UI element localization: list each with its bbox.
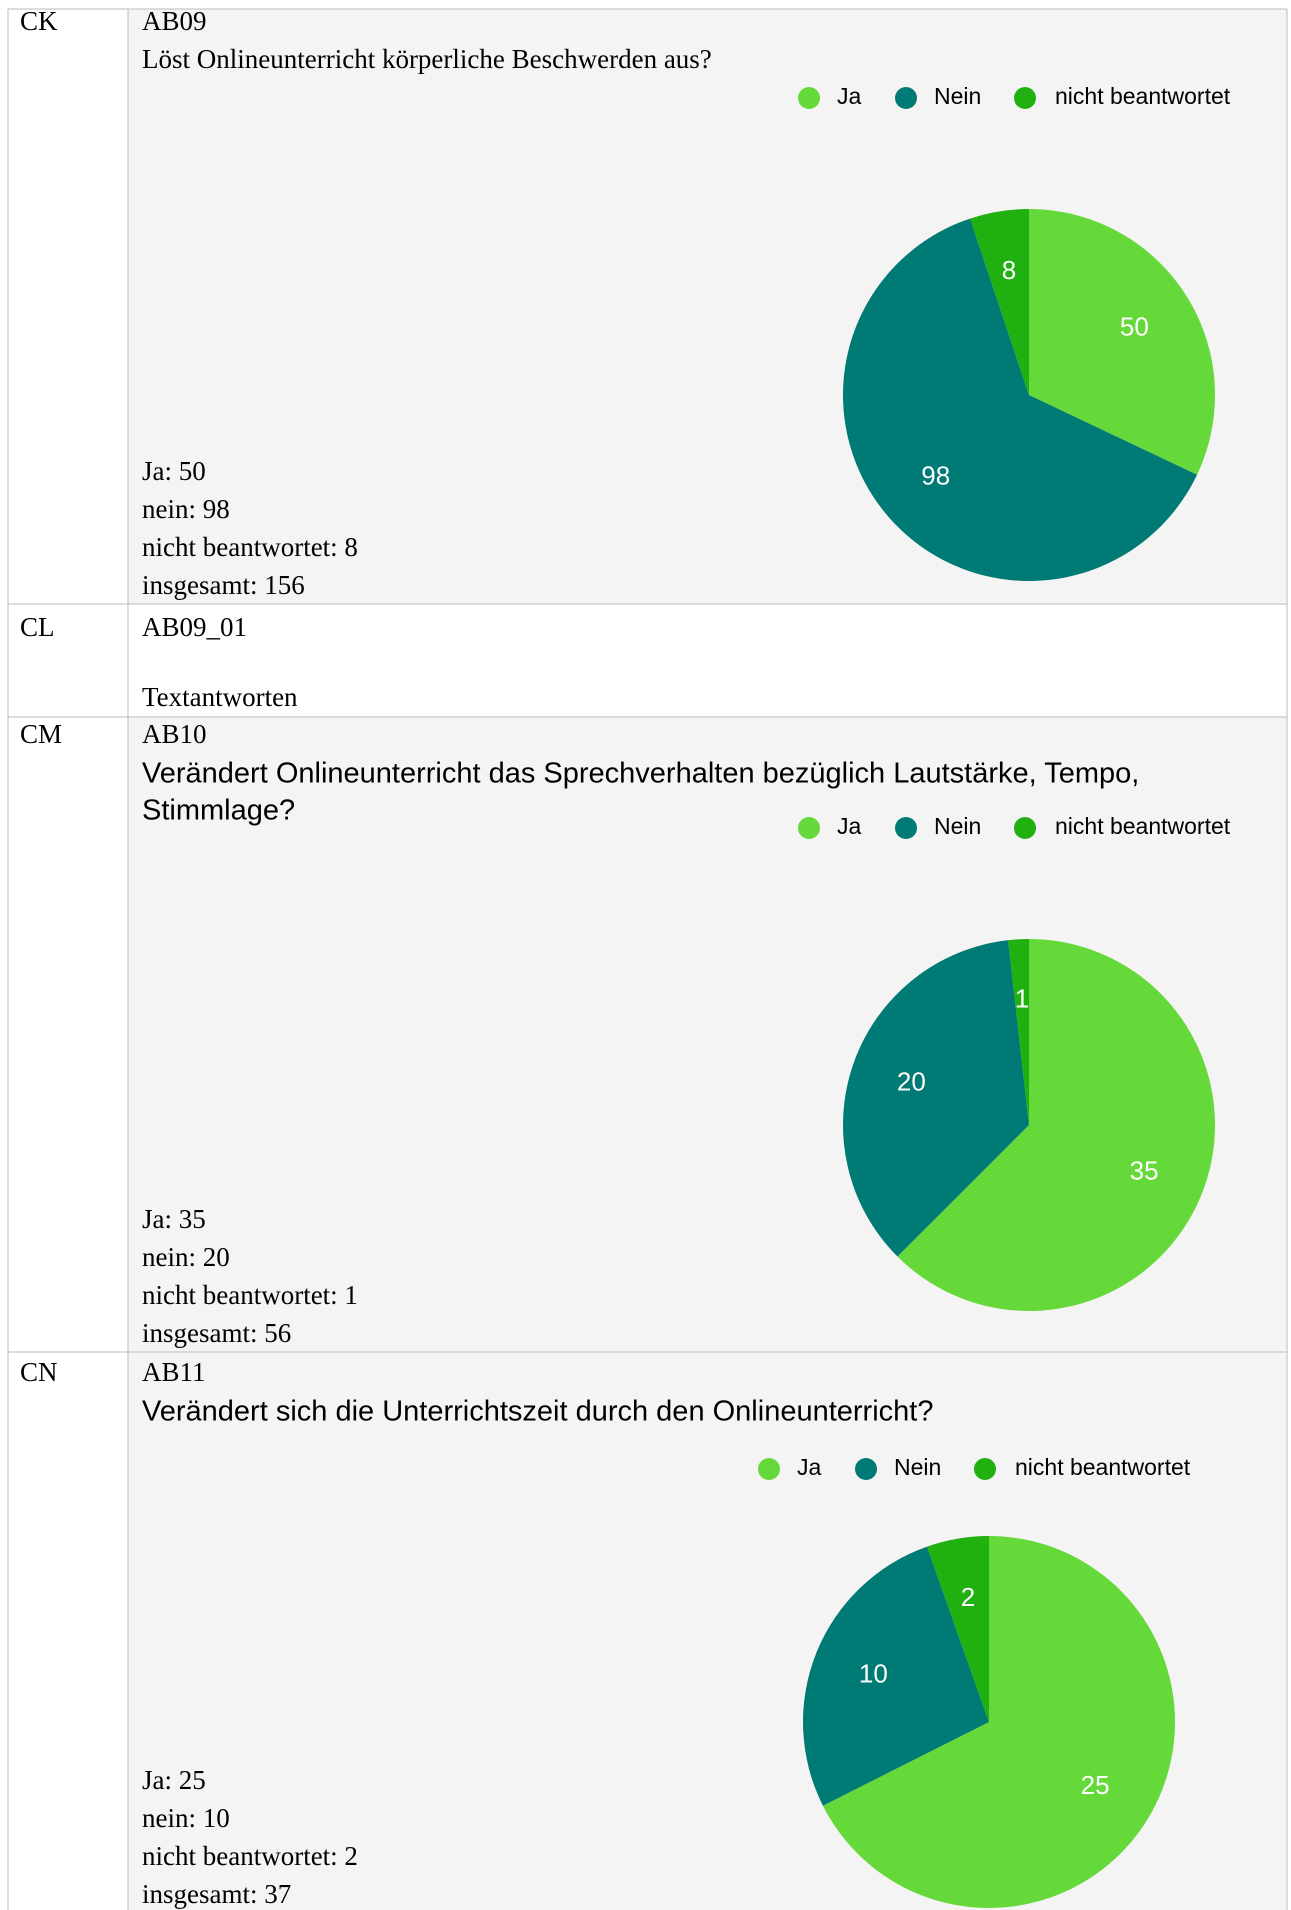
row-code: AB09 [142, 6, 207, 36]
slice-label: 20 [897, 1067, 926, 1097]
slice-label: 2 [961, 1582, 975, 1612]
stat-line: nicht beantwortet: 2 [142, 1841, 358, 1871]
row-id: CN [20, 1357, 58, 1387]
legend-label: Ja [797, 1454, 822, 1480]
pie-slice [927, 1536, 989, 1722]
stat-line: Ja: 50 [142, 456, 206, 486]
legend-dot [798, 87, 820, 109]
slice-label: 25 [1081, 1770, 1110, 1800]
pie-slice [802, 1546, 989, 1806]
row-note: Textantworten [142, 682, 298, 712]
legend-dot [974, 1458, 996, 1480]
legend-dot [895, 87, 917, 109]
legend-label: Nein [894, 1454, 941, 1480]
slice-label: 1 [1015, 983, 1029, 1013]
pie-slice [1008, 939, 1029, 1125]
row-id: CK [20, 6, 58, 36]
pie-slice [843, 218, 1198, 582]
stat-line: nein: 10 [142, 1803, 230, 1833]
legend-label: Ja [837, 83, 862, 109]
legend-dot [798, 817, 820, 839]
stat-line: insgesamt: 156 [142, 570, 305, 600]
legend-dot [758, 1458, 780, 1480]
stat-line: Ja: 25 [142, 1765, 206, 1795]
stat-line: nicht beantwortet: 8 [142, 532, 358, 562]
legend-label: Nein [934, 83, 981, 109]
slice-label: 10 [859, 1658, 888, 1688]
row-code: AB09_01 [142, 612, 247, 642]
legend-label: nicht beantwortet [1055, 813, 1231, 839]
stat-line: nein: 98 [142, 494, 230, 524]
stat-line: nicht beantwortet: 1 [142, 1280, 358, 1310]
slice-label: 50 [1120, 311, 1149, 341]
question: Verändert sich die Unterrichtszeit durch… [142, 1396, 933, 1428]
slice-label: 35 [1130, 1156, 1159, 1186]
pie-slice [1029, 209, 1215, 475]
pie-slice [843, 940, 1029, 1257]
stat-line: insgesamt: 37 [142, 1879, 291, 1909]
legend-label: nicht beantwortet [1055, 83, 1231, 109]
row-code: AB11 [142, 1357, 206, 1387]
row-bg [128, 604, 1287, 717]
stat-line: nein: 20 [142, 1242, 230, 1272]
legend-dot [1014, 87, 1036, 109]
question: Stimmlage? [142, 795, 295, 827]
slice-label: 8 [1002, 255, 1016, 285]
legend-label: nicht beantwortet [1015, 1454, 1191, 1480]
legend-dot [895, 817, 917, 839]
question: Löst Onlineunterricht körperliche Beschw… [142, 44, 712, 74]
legend-label: Ja [837, 813, 862, 839]
stat-line: insgesamt: 56 [142, 1318, 291, 1348]
question: Verändert Onlineunterricht das Sprechver… [142, 758, 1139, 790]
stat-line: Ja: 35 [142, 1204, 206, 1234]
pie-slice [897, 939, 1216, 1312]
slice-label: 98 [921, 461, 950, 491]
row-code: AB10 [142, 719, 207, 749]
legend-dot [1014, 817, 1036, 839]
legend-label: Nein [934, 813, 981, 839]
row-id: CL [20, 612, 55, 642]
row-id: CM [20, 719, 62, 749]
legend-dot [855, 1458, 877, 1480]
pie-slice [970, 209, 1029, 395]
pie-slice [822, 1536, 1175, 1908]
